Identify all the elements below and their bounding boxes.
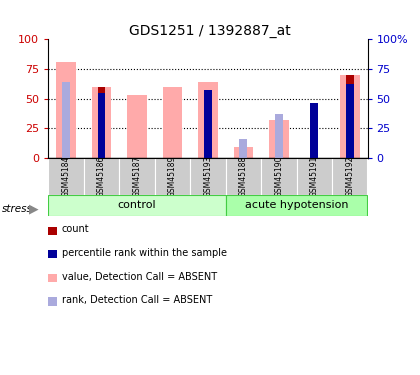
Text: GSM45190: GSM45190 — [274, 155, 284, 196]
Text: GSM45188: GSM45188 — [239, 155, 248, 196]
Bar — [84, 158, 119, 195]
Bar — [239, 139, 247, 158]
Bar — [226, 158, 261, 195]
Bar — [163, 87, 182, 158]
Bar — [346, 75, 354, 158]
Text: GSM45189: GSM45189 — [168, 155, 177, 196]
Text: GSM45186: GSM45186 — [97, 155, 106, 196]
Bar — [261, 158, 297, 195]
Bar — [62, 82, 70, 158]
Bar — [297, 158, 332, 195]
Bar — [275, 114, 283, 158]
Bar — [310, 114, 318, 158]
Bar — [190, 158, 226, 195]
Bar — [155, 158, 190, 195]
Text: GSM45192: GSM45192 — [345, 155, 354, 196]
Bar — [92, 87, 111, 158]
Bar — [48, 195, 226, 216]
Text: GSM45191: GSM45191 — [310, 155, 319, 196]
Bar — [119, 158, 155, 195]
Text: acute hypotension: acute hypotension — [245, 200, 348, 210]
Text: ▶: ▶ — [29, 202, 38, 215]
Bar — [340, 75, 360, 158]
Text: rank, Detection Call = ABSENT: rank, Detection Call = ABSENT — [62, 296, 212, 305]
Text: GSM45184: GSM45184 — [62, 155, 71, 196]
Bar — [97, 93, 105, 158]
Bar — [269, 120, 289, 158]
Bar — [234, 147, 253, 158]
Bar — [127, 95, 147, 158]
Bar — [346, 84, 354, 158]
Text: GDS1251 / 1392887_at: GDS1251 / 1392887_at — [129, 24, 291, 38]
Bar — [204, 90, 212, 158]
Text: GSM45187: GSM45187 — [132, 155, 142, 196]
Bar — [56, 62, 76, 158]
Text: GSM45193: GSM45193 — [203, 155, 213, 196]
Text: value, Detection Call = ABSENT: value, Detection Call = ABSENT — [62, 272, 217, 282]
Bar — [97, 87, 105, 158]
Text: stress: stress — [2, 204, 33, 214]
Text: control: control — [118, 200, 156, 210]
Bar — [48, 158, 84, 195]
Text: count: count — [62, 225, 89, 234]
Bar — [332, 158, 368, 195]
Text: percentile rank within the sample: percentile rank within the sample — [62, 248, 227, 258]
Bar — [310, 104, 318, 158]
Bar — [198, 82, 218, 158]
Bar — [226, 195, 368, 216]
